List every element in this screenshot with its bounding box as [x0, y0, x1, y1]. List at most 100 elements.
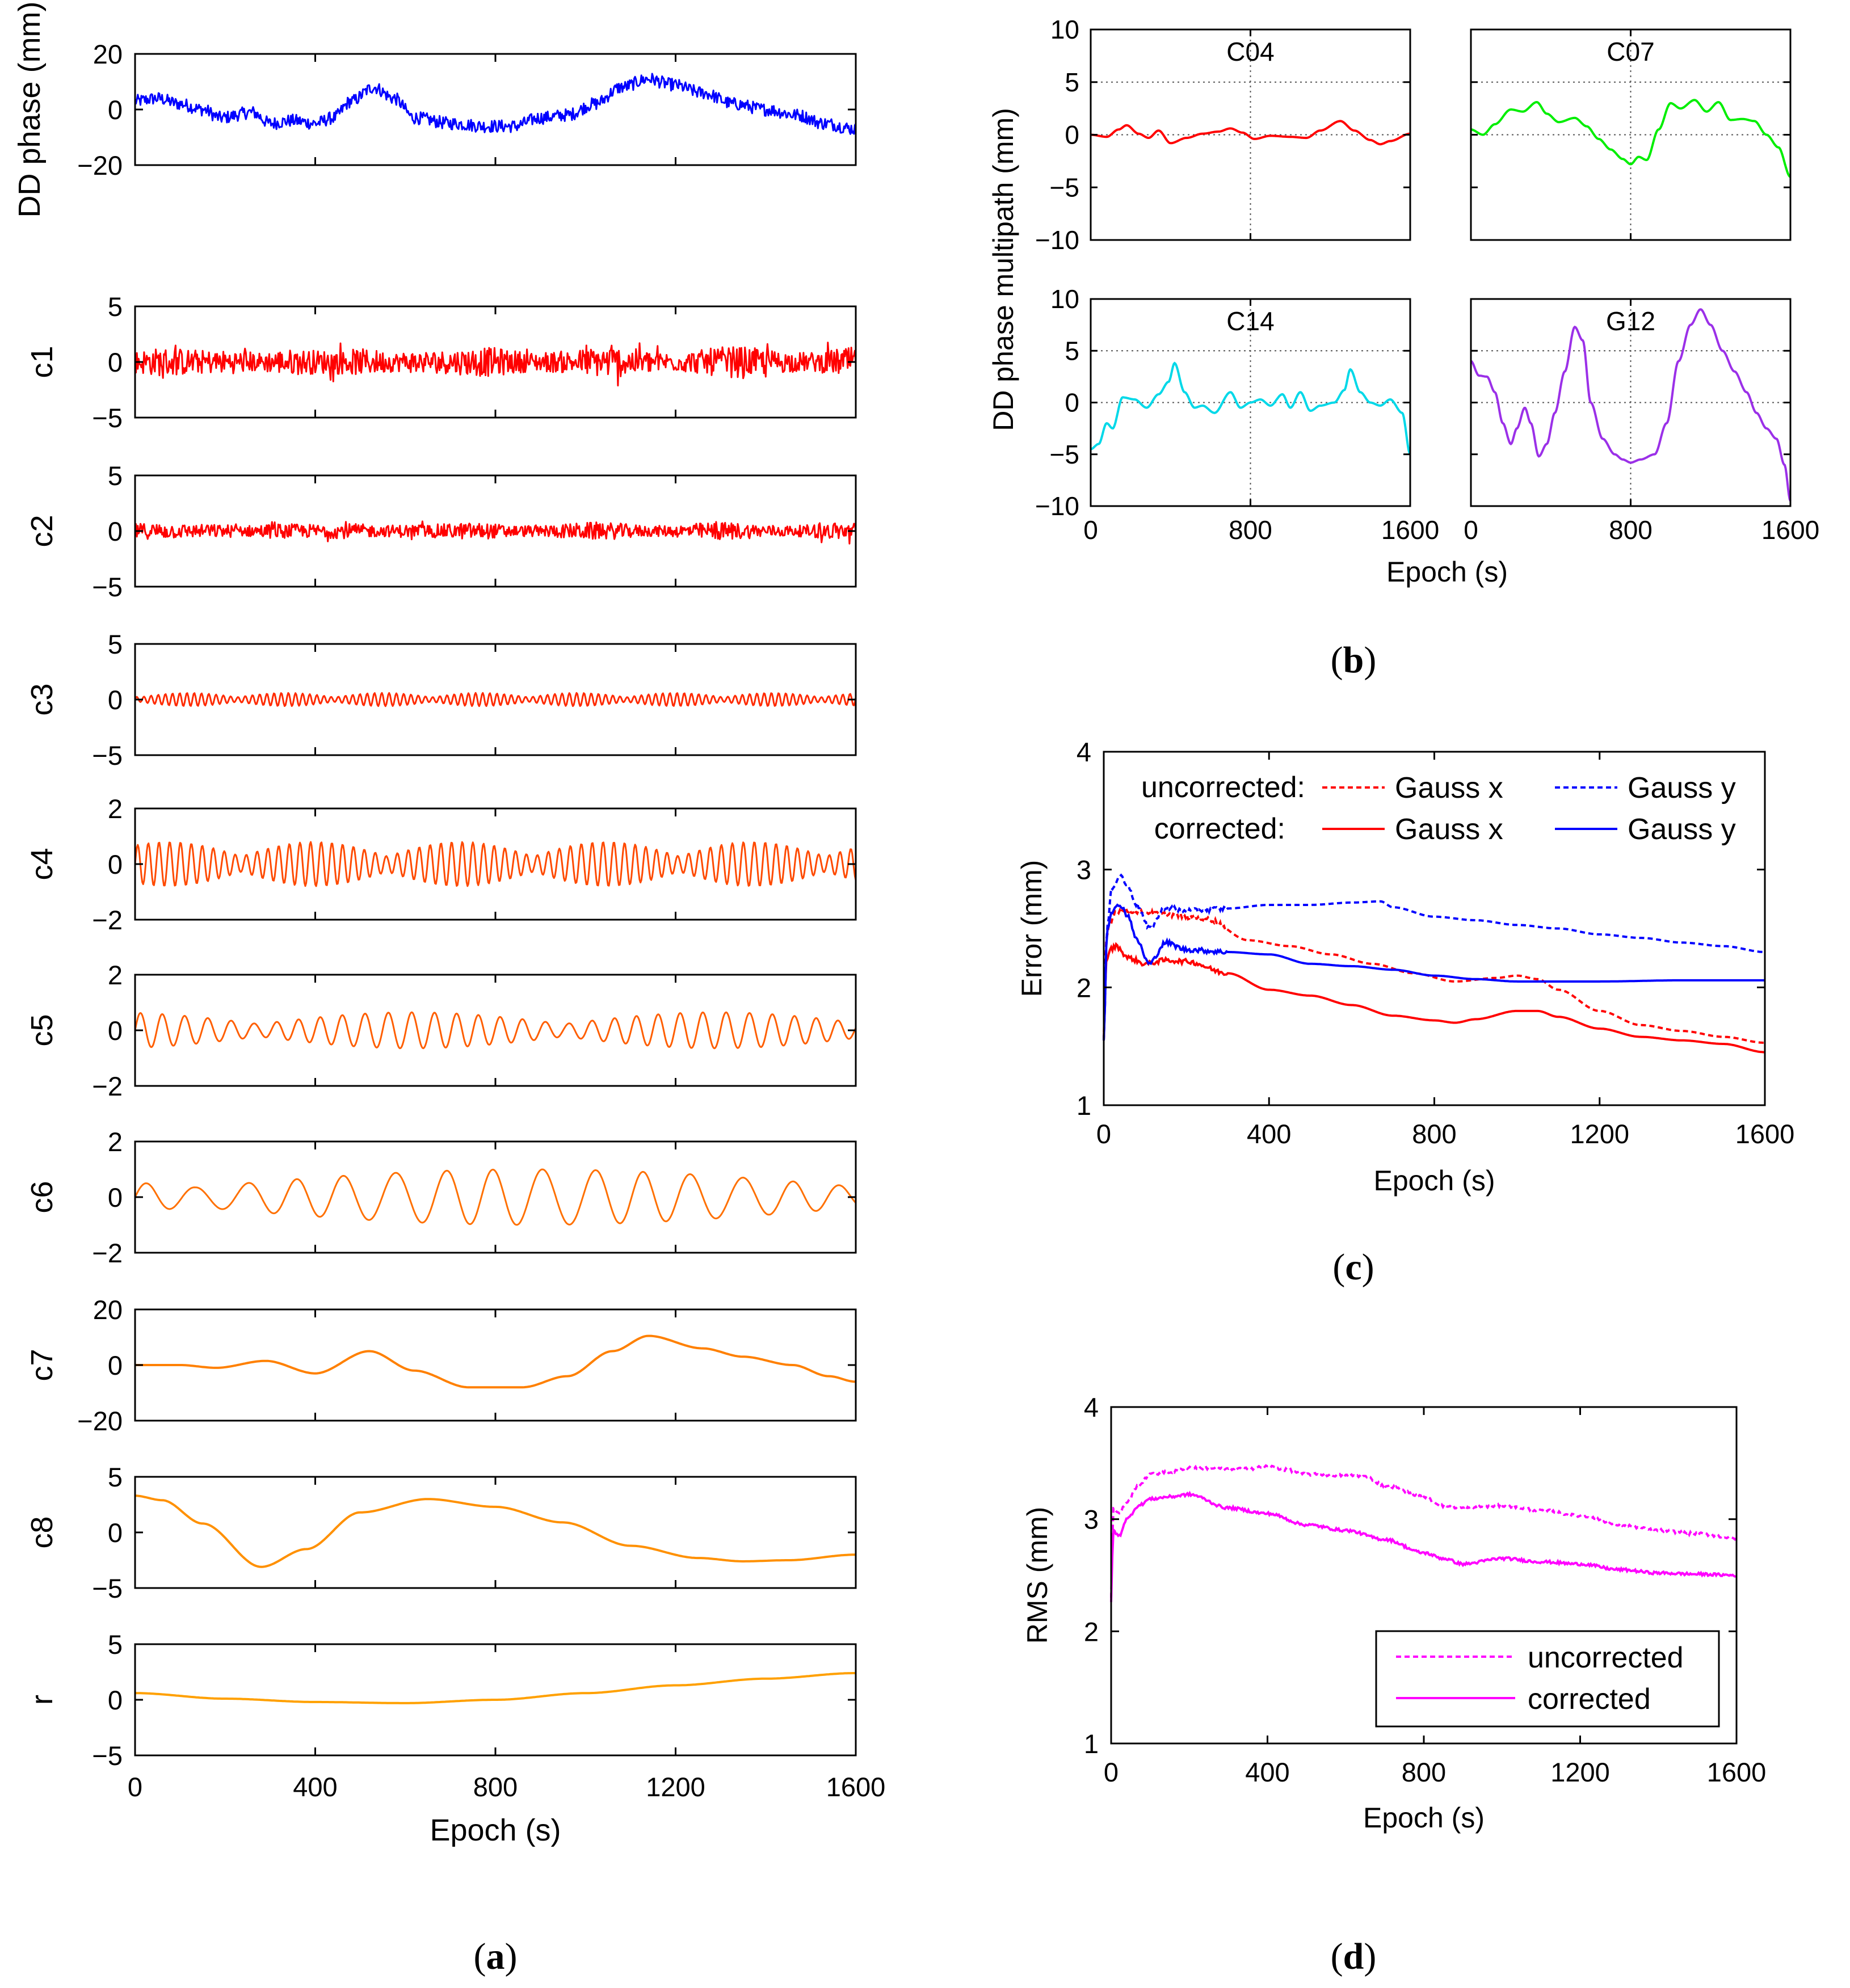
y-tick-label: −5 — [92, 572, 123, 602]
y-tick-label: 20 — [93, 39, 123, 69]
y-tick-label: 10 — [1050, 15, 1079, 44]
legend-entry-label: Gauss y — [1628, 772, 1736, 805]
y-tick-label: 5 — [108, 629, 123, 659]
y-tick-label: 0 — [108, 1016, 123, 1046]
series-line-b-c07 — [1470, 99, 1791, 178]
chart-d: 4 3 2 10 400 800 1200 1600 RMS (mm) Epoch (s) unco… — [1021, 1392, 1766, 1977]
caption-b: (b) — [1331, 639, 1377, 681]
series-line-c-corrected-gauss-x — [1103, 942, 1765, 1054]
series-line-a-c2 — [134, 520, 857, 545]
legend-entry-label: Gauss y — [1628, 813, 1736, 846]
y-tick-label: 0 — [1065, 120, 1079, 150]
y-tick-label: 0 — [108, 1518, 123, 1548]
x-axis-label: Epoch (s) — [1363, 1802, 1485, 1834]
x-tick-label: 0 — [1104, 1757, 1119, 1787]
series-line-a-r — [134, 1672, 856, 1704]
x-tick-label: 0 — [128, 1772, 142, 1802]
y-tick-label: 3 — [1077, 855, 1091, 885]
x-tick-label: 1600 — [1707, 1757, 1767, 1787]
legend-row-label: corrected: — [1154, 812, 1285, 845]
y-tick-label: 0 — [108, 347, 123, 377]
x-tick-label: 1200 — [646, 1772, 705, 1802]
x-tick-label: 800 — [1412, 1119, 1456, 1149]
y-tick-label: 5 — [1065, 68, 1079, 97]
y-axis-label: c2 — [25, 515, 59, 547]
y-tick-label: 4 — [1077, 737, 1091, 767]
series-line-c-uncorrected-gauss-y — [1103, 873, 1765, 1041]
y-axis-label: c8 — [25, 1516, 59, 1548]
y-tick-label: −5 — [1050, 172, 1079, 202]
x-tick-label: 1200 — [1570, 1119, 1629, 1149]
y-axis-label: DD phase (mm) — [12, 1, 47, 217]
x-tick-label: 800 — [1229, 515, 1272, 545]
y-tick-label: 2 — [108, 960, 123, 990]
y-tick-label: 5 — [1065, 336, 1079, 365]
x-axis-label: Epoch (s) — [430, 1813, 561, 1847]
y-tick-label: 0 — [1065, 388, 1079, 418]
y-tick-label: 0 — [108, 95, 123, 125]
y-axis-label: c5 — [25, 1014, 59, 1046]
y-tick-label: 4 — [1084, 1392, 1099, 1422]
y-tick-label: −20 — [77, 150, 123, 180]
plot-frame-a-7 — [134, 1308, 857, 1422]
x-tick-label: 800 — [1609, 515, 1653, 545]
x-tick-label: 400 — [293, 1772, 337, 1802]
series-line-a-c8 — [134, 1494, 856, 1568]
plot-frame-a-6 — [134, 1140, 857, 1254]
series-line-d-corrected — [1110, 1490, 1737, 1602]
y-tick-label: −2 — [92, 905, 123, 935]
y-tick-label: −5 — [92, 740, 123, 770]
x-tick-label: 800 — [473, 1772, 518, 1802]
series-line-a-c5 — [134, 1011, 857, 1050]
y-tick-label: 0 — [108, 1685, 123, 1715]
series-line-c-uncorrected-gauss-x — [1103, 905, 1765, 1044]
series-line-a-ddphasemm — [134, 73, 857, 135]
x-tick-label: 1600 — [1761, 515, 1819, 545]
caption-c: (c) — [1332, 1246, 1374, 1288]
x-axis-label: Epoch (s) — [1374, 1165, 1495, 1197]
series-line-a-c3 — [134, 692, 857, 707]
subplot-title: C14 — [1226, 306, 1274, 336]
series-line-a-c1 — [134, 342, 857, 387]
y-tick-label: 0 — [108, 685, 123, 715]
y-tick-label: −2 — [92, 1071, 123, 1101]
y-tick-label: 2 — [108, 1127, 123, 1157]
legend-entry-label: corrected — [1528, 1683, 1651, 1716]
y-tick-label: −5 — [1050, 440, 1079, 469]
legend-entry-label: Gauss x — [1395, 813, 1503, 846]
y-axis-label: Error (mm) — [1016, 860, 1048, 997]
y-tick-label: 1 — [1084, 1729, 1099, 1759]
y-tick-label: −5 — [92, 1741, 123, 1771]
legend-row-label: uncorrected: — [1141, 771, 1305, 804]
y-tick-label: 5 — [108, 1462, 123, 1492]
chart-c: 4 3 2 10 400 800 1200 1600 Error (mm) Epoch (s) un… — [1016, 737, 1794, 1288]
x-tick-label: 400 — [1247, 1119, 1291, 1149]
x-tick-label: 400 — [1245, 1757, 1289, 1787]
y-tick-label: 10 — [1050, 284, 1079, 314]
series-line-d-uncorrected — [1110, 1464, 1737, 1598]
y-tick-label: 0 — [108, 516, 123, 546]
subplot-title: G12 — [1606, 306, 1655, 336]
y-tick-label: 2 — [1077, 972, 1091, 1003]
series-line-b-g12 — [1470, 308, 1792, 502]
y-axis-label: c3 — [25, 683, 59, 715]
series-line-a-c7 — [135, 1334, 856, 1389]
y-tick-label: 1 — [1077, 1090, 1091, 1121]
series-line-b-c04 — [1091, 120, 1411, 146]
y-axis-label: c1 — [25, 346, 59, 378]
x-tick-label: 0 — [1083, 515, 1098, 545]
series-line-b-c14 — [1090, 361, 1411, 455]
series-line-a-c4 — [134, 841, 857, 887]
y-tick-label: 2 — [108, 794, 123, 824]
subplot-title: C07 — [1607, 37, 1654, 66]
plot-frame-a-8 — [134, 1476, 857, 1589]
caption-a: (a) — [474, 1936, 518, 1977]
x-axis-label: Epoch (s) — [1386, 556, 1508, 588]
y-tick-label: 3 — [1084, 1505, 1099, 1535]
subplot-title: C04 — [1226, 37, 1274, 66]
y-axis-label: c7 — [25, 1349, 59, 1381]
caption-d: (d) — [1331, 1936, 1377, 1977]
y-tick-label: −10 — [1035, 225, 1079, 255]
x-tick-label: 1600 — [1735, 1119, 1795, 1149]
